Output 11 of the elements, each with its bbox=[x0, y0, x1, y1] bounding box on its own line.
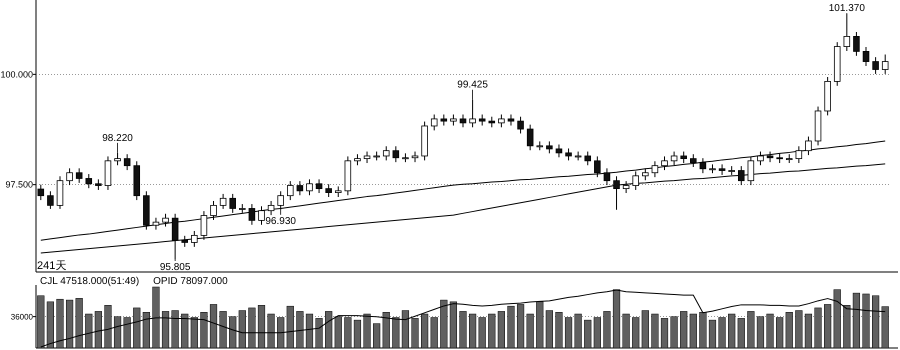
annotation: 241天 bbox=[37, 260, 66, 272]
annotation: 101.370 bbox=[828, 3, 866, 14]
annotation: 99.425 bbox=[457, 80, 488, 91]
y-tick-label: 97.500 bbox=[5, 180, 33, 190]
annotation: 95.805 bbox=[160, 262, 191, 273]
y-tick-label: 36000 bbox=[10, 312, 34, 322]
text: CJL 47518.000(51:49) bbox=[40, 276, 140, 287]
annotation: 96.930 bbox=[265, 216, 296, 227]
text: OPID 78097.000 bbox=[153, 276, 228, 287]
annotation: 98.220 bbox=[102, 132, 134, 144]
y-tick-label: 100.000 bbox=[0, 69, 33, 80]
